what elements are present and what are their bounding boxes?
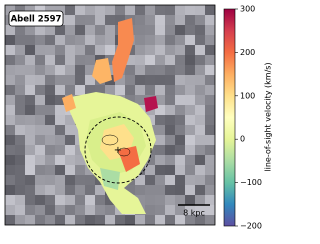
- center-marker: +: [114, 145, 122, 156]
- contour: [117, 147, 131, 157]
- contour: [101, 134, 119, 146]
- colorbar-tick-label: 300: [240, 5, 255, 14]
- colorbar-label: line-of-sight velocity (km/s): [264, 62, 273, 171]
- plume: [112, 18, 134, 82]
- colorbar-tick-label: 0: [240, 135, 245, 144]
- plume: [92, 58, 112, 84]
- blob: [144, 96, 158, 112]
- colorbar-tick-label: −100: [240, 178, 262, 187]
- colorbar-tick-label: −200: [240, 222, 262, 231]
- velocity-map: + 8 kpc: [62, 18, 210, 218]
- title-box: [8, 10, 64, 27]
- colorbar-tick-label: 200: [240, 48, 255, 57]
- colorbar-tick-label: 100: [240, 91, 255, 100]
- aperture: [84, 116, 152, 184]
- colorbar: [223, 8, 236, 227]
- core: [118, 146, 140, 172]
- scale-bar-label: 8 kpc: [183, 209, 205, 218]
- core: [100, 168, 120, 190]
- blob: [62, 94, 76, 112]
- figure: + 8 kpc Abell 2597 line-of-sight velocit…: [4, 4, 273, 231]
- title: Abell 2597: [11, 15, 62, 25]
- panel-frame: [4, 4, 216, 226]
